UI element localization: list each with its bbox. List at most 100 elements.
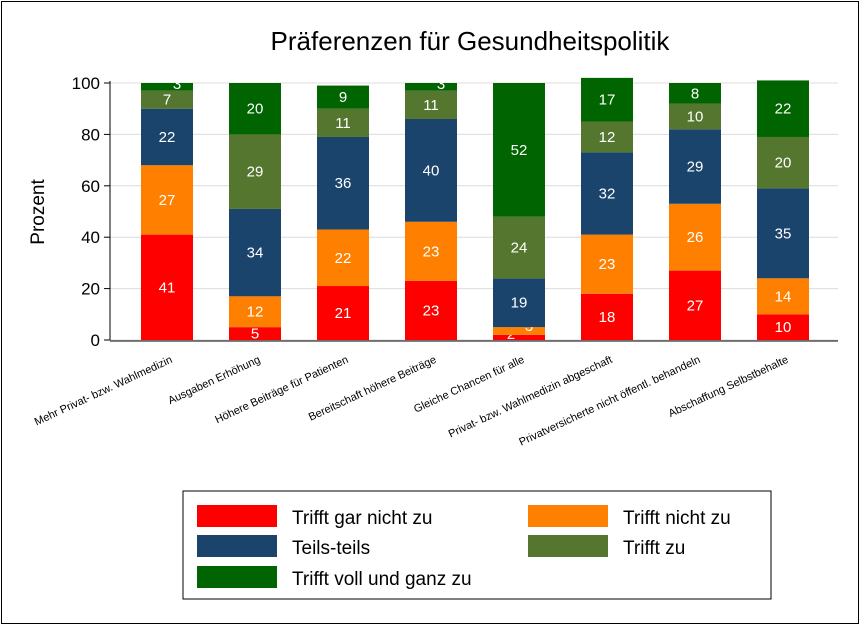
value-label: 9 [339,89,347,106]
legend-label: Teils-teils [292,538,370,559]
value-label: 19 [511,295,528,312]
bar-segment [493,216,545,279]
legend-swatch [197,566,277,588]
value-label: 10 [775,319,792,336]
legend-swatch [197,505,277,527]
bar-segment [757,136,809,189]
bar-segment [317,286,369,340]
legend-label: Trifft gar nicht zu [292,508,432,529]
value-label: 8 [691,85,699,102]
bar-segment [669,103,721,130]
value-label: 10 [687,108,704,125]
value-label: 24 [511,239,528,256]
bar-stack: 23 23 40 11 3 [405,76,457,340]
x-tick-label: Privatversicherte nicht öffentl. behande… [517,354,702,449]
bar-segment [581,293,633,340]
bar-stack: 23192452 [493,83,545,343]
legend-swatch [528,535,608,557]
legend: Trifft gar nicht zu Trifft nicht zu Teils-… [182,490,772,600]
y-tick-label: 80 [81,125,100,144]
value-label: 23 [423,243,440,260]
legend-label: Trifft nicht zu [623,508,731,529]
value-label: 26 [687,229,704,246]
bar-stack: 18 23 32 12 17 [581,77,633,340]
value-label: 29 [687,159,704,176]
bar-segment [141,234,193,340]
legend-swatch [197,535,277,557]
value-label: 27 [159,192,176,209]
value-label: 12 [599,129,616,146]
y-tick-label: 100 [72,74,100,93]
value-label: 17 [599,92,616,109]
value-label: 32 [599,186,616,203]
bar-segment [405,90,457,119]
bar-segment [317,136,369,230]
bar-segment [229,208,281,297]
bar-segment [581,121,633,153]
bar-segment [405,280,457,340]
bar-stack: 10 14 35 20 22 [757,80,809,340]
y-tick-label: 20 [81,280,100,299]
y-axis-label: Prozent [28,179,49,245]
bar-segment [757,80,809,137]
legend-swatch [528,505,608,527]
value-label: 5 [251,326,259,343]
bar-segment [229,83,281,135]
value-label: 27 [687,297,704,314]
value-label: 3 [173,76,181,93]
value-label: 40 [423,162,440,179]
bar-segment [317,85,369,109]
value-label: 52 [511,142,528,159]
bar-segment [493,327,545,335]
value-label: 7 [163,92,171,109]
value-label: 34 [247,245,264,262]
chart-title: Präferenzen für Gesundheitspolitik [271,26,671,56]
value-label: 23 [599,256,616,273]
grid-lines [110,82,838,341]
value-label: 29 [247,164,264,181]
bar-segment [581,77,633,122]
bar-segment [669,203,721,271]
bar-segment [581,234,633,294]
bar-segment [669,129,721,204]
y-tick-label: 40 [81,228,100,247]
bar-segment [669,83,721,104]
legend-box [182,490,772,600]
value-label: 21 [335,305,352,322]
bar-segment [141,165,193,235]
value-label: 12 [247,304,264,321]
value-label: 22 [335,250,352,267]
value-label: 11 [335,115,351,132]
y-tick-label: 0 [91,331,100,350]
value-label: 36 [335,175,352,192]
bar-segment [317,108,369,137]
bar-segment [229,134,281,209]
bars-group: 4127227351234292021223611923234011323192… [141,76,809,343]
value-label: 20 [247,101,264,118]
bar-segment [229,327,281,340]
value-label: 35 [775,225,792,242]
legend-label: Trifft voll und ganz zu [292,569,472,590]
bar-segment [141,83,193,91]
bar-segment [405,118,457,222]
bar-segment [669,270,721,340]
bar-segment [405,221,457,281]
bar-segment [757,314,809,340]
bar-segment [317,229,369,287]
bar-stack: 41 27 22 73 [141,76,193,340]
bar-stack: 27 26 29 10 8 [669,83,721,340]
bar-stack: 5 12 34 29 20 [229,83,281,343]
value-label: 22 [775,101,792,118]
bar-segment [493,83,545,217]
x-tick-label: Mehr Privat- bzw. Wahlmedizin [33,354,175,429]
value-label: 14 [775,288,792,305]
y-axis: 0 20 40 60 80 100 [72,74,111,350]
value-label: 22 [159,129,176,146]
value-label: 20 [775,155,792,172]
bar-segment [493,334,545,340]
bar-segment [141,90,193,109]
value-label: 11 [423,97,439,114]
